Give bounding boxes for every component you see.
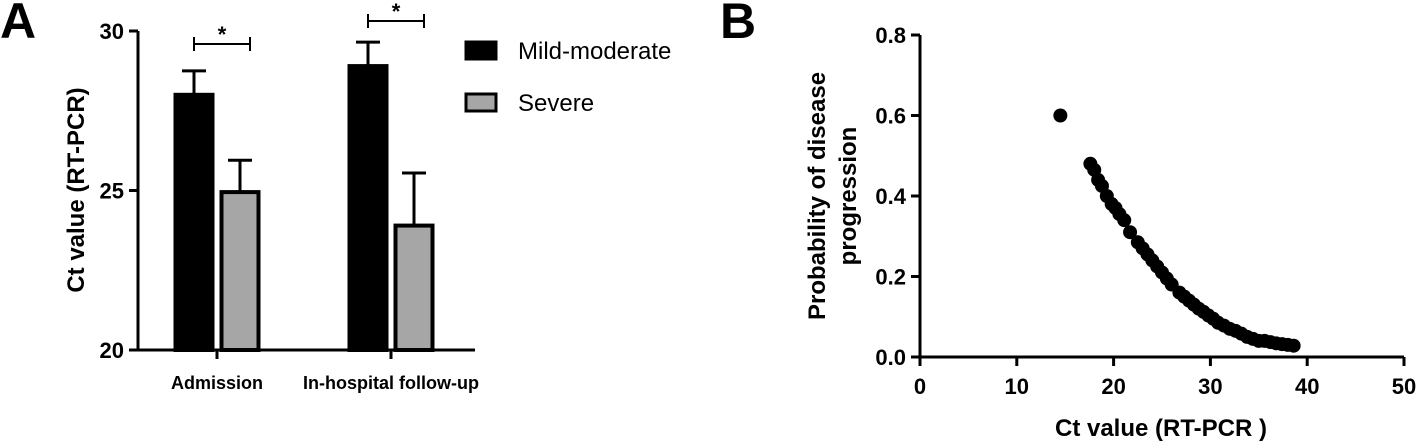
x-tick-label-b: 40 [1295, 374, 1319, 399]
y-tick-label-a: 25 [100, 179, 124, 204]
legend-swatch [464, 92, 498, 113]
bar [173, 92, 215, 352]
significance-star: * [392, 0, 401, 24]
bar [219, 190, 261, 352]
panel-b: B 0.0 0.2 0.4 0.6 0.8 0 10 20 30 40 50 Ct value (R… [720, 0, 1416, 442]
y-tick-label-b: 0.6 [875, 104, 906, 129]
significance-star: * [218, 22, 227, 47]
legend-swatch [464, 40, 498, 61]
x-tick-label-b: 10 [1005, 374, 1029, 399]
y-tick-label-a: 20 [100, 338, 124, 363]
legend-label: Mild-moderate [518, 38, 671, 65]
x-tick-label-b: 50 [1392, 374, 1416, 399]
panel-letter-a: A [0, 0, 36, 49]
x-tick-label-a: In-hospital follow-up [303, 373, 479, 393]
x-tick-label-b: 30 [1198, 374, 1222, 399]
y-tick-label-b: 0.0 [875, 345, 906, 370]
y-axis-title-b-line2: progression [835, 127, 862, 266]
y-axis-title-b-line1: Probability of disease [804, 72, 831, 320]
x-axis-title-b: Ct value (RT-PCR ) [1055, 415, 1267, 442]
y-tick-label-a: 30 [100, 19, 124, 44]
x-tick-label-b: 20 [1101, 374, 1125, 399]
data-point [1117, 213, 1132, 228]
x-tick-label-a: Admission [171, 373, 263, 393]
bar [347, 64, 389, 352]
panel-letter-b: B [720, 0, 756, 49]
panel-a: A * * 20 25 30 Admission In-hospital follow-u… [0, 0, 671, 393]
y-tick-label-b: 0.8 [875, 23, 906, 48]
legend-label: Severe [518, 90, 594, 117]
y-tick-label-b: 0.2 [875, 265, 906, 290]
data-point [1053, 108, 1068, 123]
data-point [1286, 338, 1301, 353]
bar [393, 223, 435, 352]
y-axis-title-a: Ct value (RT-PCR) [63, 87, 90, 292]
y-tick-label-b: 0.4 [875, 184, 906, 209]
x-tick-label-b: 0 [914, 374, 926, 399]
data-point [1123, 225, 1138, 240]
